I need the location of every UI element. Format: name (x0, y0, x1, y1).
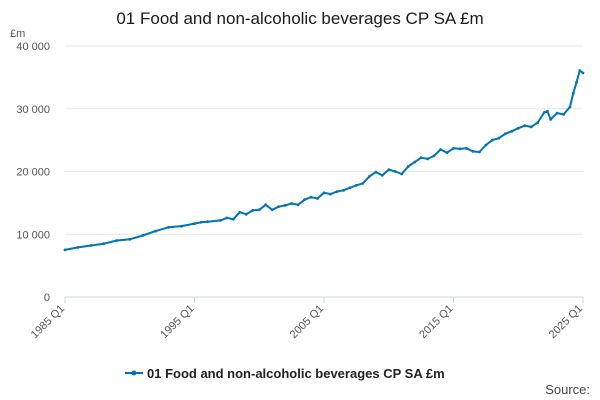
data-point (309, 195, 313, 199)
data-point (322, 191, 326, 195)
data-point (510, 129, 514, 133)
data-point (497, 136, 501, 140)
y-tick-label: 40 000 (16, 41, 50, 53)
x-tick-label: 2025 Q1 (547, 303, 585, 341)
data-point (115, 239, 119, 242)
data-point (167, 225, 171, 229)
data-point (303, 198, 306, 202)
y-tick-label: 30 000 (16, 104, 50, 116)
data-point (193, 222, 196, 226)
data-point (225, 216, 229, 220)
x-tick-label: 1985 Q1 (29, 303, 67, 341)
data-point (555, 111, 559, 115)
data-point (361, 182, 365, 185)
data-point (432, 154, 436, 158)
legend-series-marker (131, 370, 137, 376)
gridlines (65, 45, 583, 235)
data-point (393, 170, 397, 173)
data-point (562, 113, 565, 116)
data-point (231, 217, 235, 221)
data-point (270, 208, 274, 212)
y-tick-label: 20 000 (16, 167, 50, 179)
data-point (244, 212, 248, 216)
y-tick-label: 10 000 (16, 229, 50, 241)
data-point (76, 246, 80, 249)
data-point (439, 148, 442, 151)
data-point (529, 125, 533, 129)
data-point (478, 150, 481, 154)
data-point (348, 186, 352, 190)
data-point (452, 146, 455, 150)
data-point (380, 173, 384, 177)
data-point (546, 109, 549, 113)
x-tick-label: 1995 Q1 (158, 303, 196, 341)
data-point (458, 147, 462, 151)
data-point (578, 69, 582, 72)
data-point (374, 170, 378, 174)
data-point (355, 183, 358, 187)
data-point (180, 224, 184, 228)
y-axis-unit-label: £m (10, 28, 25, 40)
data-point (542, 111, 546, 114)
data-point (471, 150, 475, 153)
x-tick-label: 2005 Q1 (288, 303, 326, 341)
data-point (63, 248, 67, 252)
data-point (296, 203, 300, 207)
data-point (575, 81, 578, 84)
data-point (406, 165, 410, 168)
data-point (426, 157, 429, 161)
data-point (264, 203, 268, 207)
data-point (549, 118, 552, 121)
data-point (89, 244, 93, 247)
data-point (503, 132, 507, 136)
data-point (516, 126, 520, 130)
data-point (290, 202, 293, 205)
data-point (387, 168, 391, 172)
data-point (571, 91, 575, 95)
data-point (484, 143, 488, 147)
data-point (536, 121, 540, 124)
data-point (316, 197, 319, 200)
data-point (581, 71, 585, 75)
data-point (219, 219, 222, 222)
data-point (490, 138, 494, 142)
data-point (154, 229, 158, 233)
data-point (465, 146, 468, 150)
data-point (206, 220, 209, 224)
data-point (251, 209, 255, 212)
data-point (257, 208, 261, 212)
y-tick-label: 0 (44, 292, 50, 304)
data-point (141, 234, 145, 237)
source-label[interactable]: Source: (545, 382, 590, 397)
data-point (342, 188, 345, 192)
chart-title: 01 Food and non-alcoholic beverages CP S… (116, 9, 483, 28)
data-point (102, 242, 106, 246)
x-tick-label: 2015 Q1 (417, 303, 455, 341)
data-point (283, 204, 287, 207)
legend-series-label: 01 Food and non-alcoholic beverages CP S… (147, 366, 445, 381)
y-axis-tick-labels: 0 10 000 20 000 30 000 40 000 (16, 41, 50, 304)
data-point (413, 160, 417, 164)
data-point (523, 124, 527, 128)
legend[interactable]: 01 Food and non-alcoholic beverages CP S… (125, 366, 445, 381)
data-point (277, 205, 281, 209)
series-line (64, 69, 584, 251)
data-point (445, 151, 449, 155)
data-point (335, 190, 339, 194)
series-group (63, 69, 585, 252)
data-point (329, 192, 332, 196)
data-point (128, 237, 132, 241)
x-axis-tick-labels: 1985 Q1 1995 Q1 2005 Q1 2015 Q1 2025 Q1 (29, 297, 585, 341)
data-point (400, 172, 404, 176)
data-point (419, 156, 423, 160)
data-point (367, 175, 371, 178)
data-point (568, 105, 572, 109)
data-point (199, 220, 203, 224)
data-point (238, 210, 242, 214)
